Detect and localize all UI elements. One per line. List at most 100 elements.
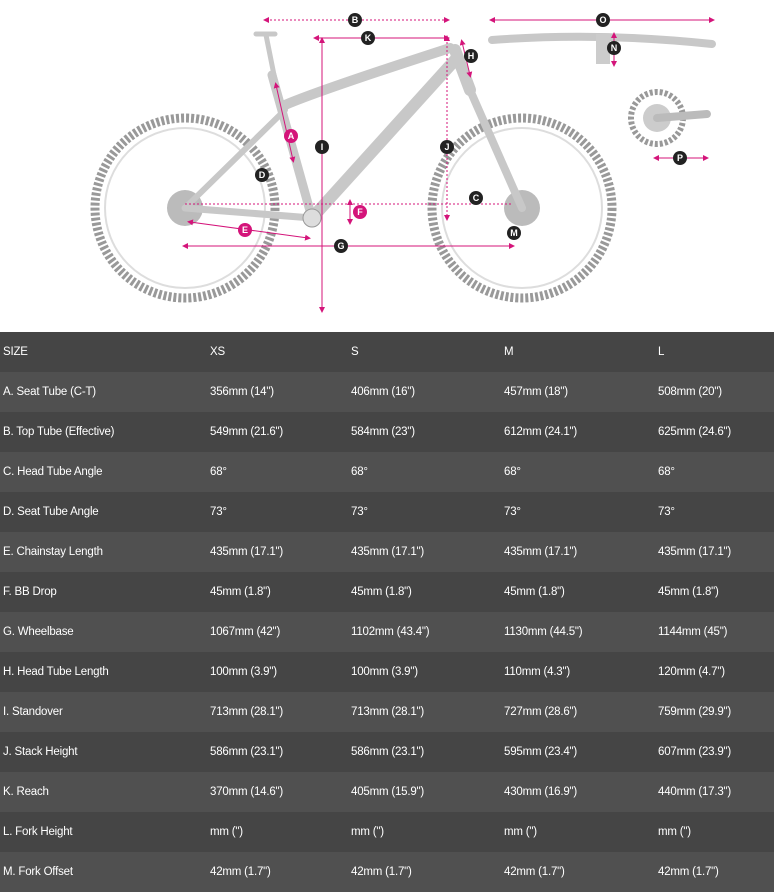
cell-value: 45mm (1.8") — [658, 586, 719, 598]
row-label: G. Wheelbase — [3, 626, 74, 638]
svg-text:E: E — [242, 225, 248, 235]
table-row: F. BB Drop 45mm (1.8") 45mm (1.8") 45mm (1.… — [0, 572, 774, 612]
row-label: D. Seat Tube Angle — [3, 506, 99, 518]
row-label: C. Head Tube Angle — [3, 466, 103, 478]
cell-value: mm (") — [504, 826, 537, 838]
geometry-table: SIZE XS S M L A. Seat Tube (C-T) 356mm (14") 40… — [0, 332, 774, 892]
svg-text:G: G — [337, 241, 344, 251]
cell-value: 457mm (18") — [504, 386, 568, 398]
svg-text:D: D — [259, 170, 266, 180]
label-i: I — [315, 140, 329, 154]
label-f: F — [353, 205, 367, 219]
label-d: D — [255, 168, 269, 182]
cell-value: 68° — [504, 466, 521, 478]
svg-text:J: J — [444, 142, 449, 152]
row-label: SIZE — [3, 346, 28, 358]
svg-text:P: P — [677, 153, 683, 163]
table-row: G. Wheelbase 1067mm (42") 1102mm (43.4") 11… — [0, 612, 774, 652]
cell-value: 586mm (23.1") — [351, 746, 425, 758]
svg-text:F: F — [357, 207, 363, 217]
table-row: I. Standover 713mm (28.1") 713mm (28.1") 72… — [0, 692, 774, 732]
label-n: N — [607, 41, 621, 55]
cell-value: XS — [210, 346, 225, 358]
cell-value: 68° — [351, 466, 368, 478]
cell-value: 595mm (23.4") — [504, 746, 578, 758]
label-g: G — [334, 239, 348, 253]
cell-value: 584mm (23") — [351, 426, 415, 438]
row-label: M. Fork Offset — [3, 866, 73, 878]
svg-text:O: O — [599, 15, 606, 25]
row-label: J. Stack Height — [3, 746, 78, 758]
bike-illustration: A B C D E F G H I J K M N O P — [90, 13, 716, 313]
cell-value: 435mm (17.1") — [504, 546, 578, 558]
label-h: H — [464, 49, 478, 63]
cell-value: 73° — [351, 506, 368, 518]
label-c: C — [469, 191, 483, 205]
table-row: L. Fork Height mm (") mm (") mm (") mm (") — [0, 812, 774, 852]
svg-text:B: B — [352, 15, 359, 25]
table-row: H. Head Tube Length 100mm (3.9") 100mm (3.… — [0, 652, 774, 692]
cell-value: 435mm (17.1") — [210, 546, 284, 558]
cell-value: 586mm (23.1") — [210, 746, 284, 758]
cell-value: 440mm (17.3") — [658, 786, 732, 798]
table-row: M. Fork Offset 42mm (1.7") 42mm (1.7") 42mm… — [0, 852, 774, 892]
cell-value: 607mm (23.9") — [658, 746, 732, 758]
row-label: A. Seat Tube (C-T) — [3, 386, 96, 398]
cell-value: 68° — [210, 466, 227, 478]
handlebar — [488, 32, 716, 64]
bike-geometry-diagram: A B C D E F G H I J K M N O P — [0, 0, 774, 332]
cell-value: 42mm (1.7") — [351, 866, 412, 878]
table-row: J. Stack Height 586mm (23.1") 586mm (23.1"… — [0, 732, 774, 772]
cell-value: 435mm (17.1") — [658, 546, 732, 558]
cell-value: 100mm (3.9") — [351, 666, 418, 678]
cell-value: 45mm (1.8") — [210, 586, 271, 598]
cell-value: 549mm (21.6") — [210, 426, 284, 438]
table-row: E. Chainstay Length 435mm (17.1") 435mm (1… — [0, 532, 774, 572]
cell-value: 45mm (1.8") — [351, 586, 412, 598]
cell-value: 42mm (1.7") — [504, 866, 565, 878]
table-row: D. Seat Tube Angle 73° 73° 73° 73° — [0, 492, 774, 532]
table-row: C. Head Tube Angle 68° 68° 68° 68° — [0, 452, 774, 492]
label-j: J — [440, 140, 454, 154]
cell-value: 120mm (4.7") — [658, 666, 725, 678]
cell-value: 625mm (24.6") — [658, 426, 732, 438]
cell-value: 1144mm (45") — [658, 626, 728, 638]
row-label: E. Chainstay Length — [3, 546, 103, 558]
cell-value: 73° — [504, 506, 521, 518]
row-label: H. Head Tube Length — [3, 666, 109, 678]
cell-value: mm (") — [210, 826, 243, 838]
label-a: A — [284, 129, 298, 143]
svg-text:K: K — [365, 33, 372, 43]
table-row: A. Seat Tube (C-T) 356mm (14") 406mm (16")… — [0, 372, 774, 412]
label-e: E — [238, 223, 252, 237]
cell-value: 42mm (1.7") — [658, 866, 719, 878]
label-k: K — [361, 31, 375, 45]
cell-value: 430mm (16.9") — [504, 786, 578, 798]
label-b: B — [348, 13, 362, 27]
dimension-labels: A B C D E F G H I J K M N O P — [238, 13, 687, 253]
cell-value: L — [658, 346, 665, 358]
label-o: O — [596, 13, 610, 27]
cell-value: 1130mm (44.5") — [504, 626, 583, 638]
cell-value: mm (") — [351, 826, 384, 838]
cell-value: 73° — [658, 506, 675, 518]
cell-value: 405mm (15.9") — [351, 786, 425, 798]
label-p: P — [673, 151, 687, 165]
cell-value: S — [351, 346, 359, 358]
cell-value: 612mm (24.1") — [504, 426, 578, 438]
cell-value: 406mm (16") — [351, 386, 415, 398]
svg-text:I: I — [321, 142, 324, 152]
label-m: M — [507, 226, 521, 240]
svg-text:N: N — [611, 43, 618, 53]
cell-value: 713mm (28.1") — [210, 706, 284, 718]
cell-value: 370mm (14.6") — [210, 786, 284, 798]
table-row: K. Reach 370mm (14.6") 405mm (15.9") 430mm … — [0, 772, 774, 812]
cell-value: 759mm (29.9") — [658, 706, 732, 718]
cell-value: 1102mm (43.4") — [351, 626, 430, 638]
row-label: L. Fork Height — [3, 826, 73, 838]
cell-value: 45mm (1.8") — [504, 586, 565, 598]
svg-text:M: M — [510, 228, 518, 238]
row-label: K. Reach — [3, 786, 49, 798]
svg-text:A: A — [288, 131, 295, 141]
cell-value: 1067mm (42") — [210, 626, 281, 638]
